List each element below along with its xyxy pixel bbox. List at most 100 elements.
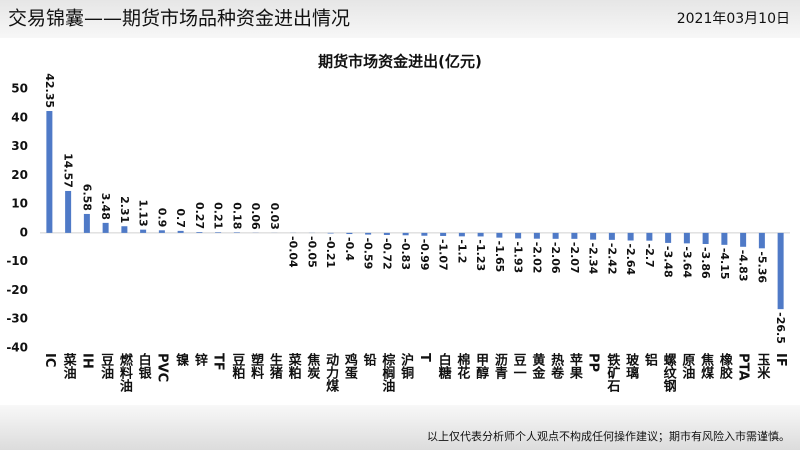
bar <box>627 232 634 241</box>
bar <box>590 232 597 240</box>
value-label: 42.35 <box>43 73 56 108</box>
value-label: 0.7 <box>174 208 187 228</box>
bar <box>477 232 484 237</box>
y-tick-label: 0 <box>20 225 28 239</box>
value-label: -3.64 <box>680 246 693 278</box>
x-tick-label: 豆油 <box>98 353 114 380</box>
bar <box>65 190 72 233</box>
x-tick-label: 焦煤 <box>698 352 715 380</box>
page-date: 2021年03月10日 <box>677 11 790 27</box>
x-tick-label: 黄金 <box>529 352 546 380</box>
bar <box>233 232 240 233</box>
value-label: -26.5 <box>774 312 787 344</box>
x-tick-label: PVC <box>154 353 169 382</box>
value-label: -4.15 <box>718 248 731 280</box>
bar <box>646 232 653 241</box>
y-tick-label: -40 <box>6 341 28 355</box>
x-tick-label: 白糖 <box>436 352 452 380</box>
y-tick-label: 20 <box>11 168 28 182</box>
bar <box>515 232 522 239</box>
value-label: -1.93 <box>512 241 525 273</box>
y-tick-label: 30 <box>11 139 28 153</box>
value-label: -0.83 <box>399 238 412 270</box>
bar <box>571 232 578 239</box>
y-tick-label: -20 <box>6 283 28 297</box>
x-tick-label: 动力煤 <box>323 353 339 393</box>
x-tick-label: 鸡蛋 <box>342 352 359 380</box>
x-tick-label: 玉米 <box>754 353 770 380</box>
value-label: 0.18 <box>230 202 243 229</box>
chart-title: 期货市场资金进出(亿元) <box>318 53 482 71</box>
bar <box>215 232 222 233</box>
bar <box>740 232 747 247</box>
value-label: -1.2 <box>455 239 468 263</box>
x-tick-label: 白银 <box>136 352 152 380</box>
x-tick-label: 塑料 <box>248 352 264 380</box>
x-tick-label: 螺纹钢 <box>661 352 677 393</box>
x-tick-label: 豆粕 <box>229 353 245 380</box>
value-label: 1.13 <box>137 199 150 226</box>
bar <box>440 232 447 236</box>
x-tick-label: IF <box>773 353 788 367</box>
value-label: 0.06 <box>249 203 262 230</box>
bar <box>533 232 540 239</box>
x-tick-label: 燃料油 <box>117 352 133 393</box>
value-label: -3.48 <box>662 246 675 278</box>
value-label: 3.48 <box>99 193 112 220</box>
bar <box>496 232 503 238</box>
x-tick-label: 锌 <box>192 352 208 367</box>
x-tick-label: 镍 <box>173 352 189 367</box>
x-tick-label: IC <box>42 353 57 367</box>
bar <box>327 232 334 234</box>
bar <box>458 232 465 237</box>
bar <box>608 232 615 240</box>
bar <box>758 232 765 249</box>
x-tick-label: 棕榈油 <box>379 352 396 393</box>
value-label: -1.65 <box>493 241 506 273</box>
bar <box>665 232 672 243</box>
bar <box>102 222 109 233</box>
bar <box>177 230 184 233</box>
x-tick-label: 菜油 <box>61 352 78 380</box>
x-tick-label: 焦炭 <box>304 352 321 380</box>
value-label: -3.86 <box>699 247 712 279</box>
value-label: -2.42 <box>605 243 618 275</box>
bar <box>346 232 353 235</box>
value-label: -1.07 <box>437 239 450 271</box>
x-tick-label: 甲醇 <box>473 353 489 380</box>
bar <box>552 232 559 239</box>
y-tick-label: 50 <box>11 82 28 96</box>
x-tick-label: 棉花 <box>454 352 470 380</box>
x-tick-label: 菜粕 <box>286 352 303 380</box>
x-tick-label: 豆一 <box>511 353 527 379</box>
x-tick-label: 橡胶 <box>717 352 733 380</box>
y-tick-label: 40 <box>11 110 28 124</box>
footer-note: 以上仅代表分析师个人观点不构成任何操作建议；期市有风险入市需谨慎。 <box>427 429 790 443</box>
x-tick-label: TF <box>211 353 226 371</box>
value-label: -0.59 <box>362 238 375 270</box>
x-tick-label: PTA <box>736 353 751 380</box>
value-label: -0.21 <box>324 236 337 268</box>
bar <box>683 232 690 244</box>
value-label: 6.58 <box>80 184 93 211</box>
value-label: -0.72 <box>380 238 393 270</box>
bar <box>365 232 372 235</box>
value-label: -0.99 <box>418 239 431 271</box>
x-tick-label: 玻璃 <box>623 352 639 380</box>
y-tick-label: -10 <box>6 254 28 268</box>
value-label: 0.9 <box>155 208 168 228</box>
page-title: 交易锦囊——期货市场品种资金进出情况 <box>8 8 350 30</box>
x-tick-label: 热卷 <box>548 352 564 380</box>
value-label: -2.02 <box>530 242 543 274</box>
x-tick-label: T <box>417 353 432 362</box>
value-label: 0.21 <box>212 202 225 229</box>
value-label: 0.03 <box>268 203 281 230</box>
bar <box>46 111 53 233</box>
x-tick-label: 原油 <box>679 353 695 380</box>
value-label: -2.34 <box>587 243 600 275</box>
x-tick-label: 苹果 <box>567 352 584 380</box>
value-label: -5.36 <box>755 251 768 283</box>
x-tick-label: 沪铜 <box>398 352 415 380</box>
bar <box>383 232 390 235</box>
